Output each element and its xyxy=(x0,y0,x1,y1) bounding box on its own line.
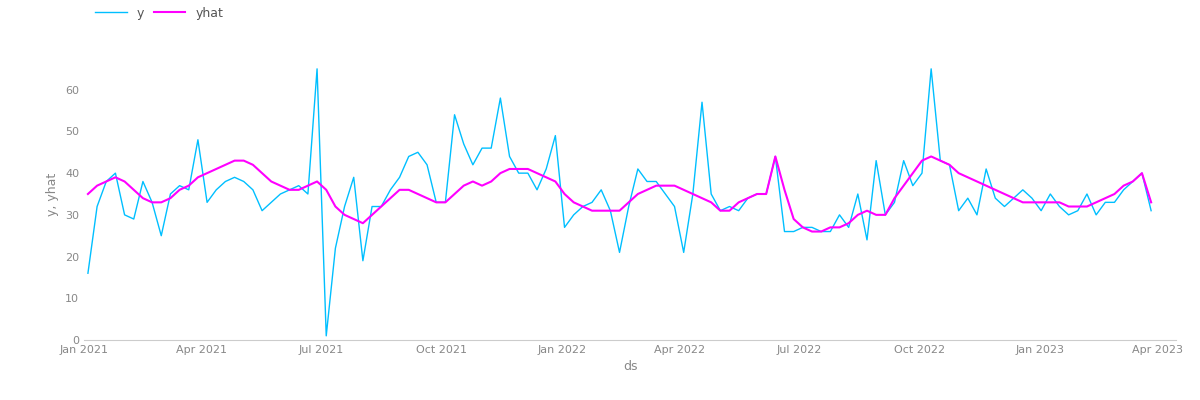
Legend: y, yhat: y, yhat xyxy=(90,2,228,25)
Y-axis label: y, yhat: y, yhat xyxy=(47,172,60,216)
Line: yhat: yhat xyxy=(88,156,1151,232)
X-axis label: ds: ds xyxy=(623,360,637,374)
Line: y: y xyxy=(88,69,1151,336)
